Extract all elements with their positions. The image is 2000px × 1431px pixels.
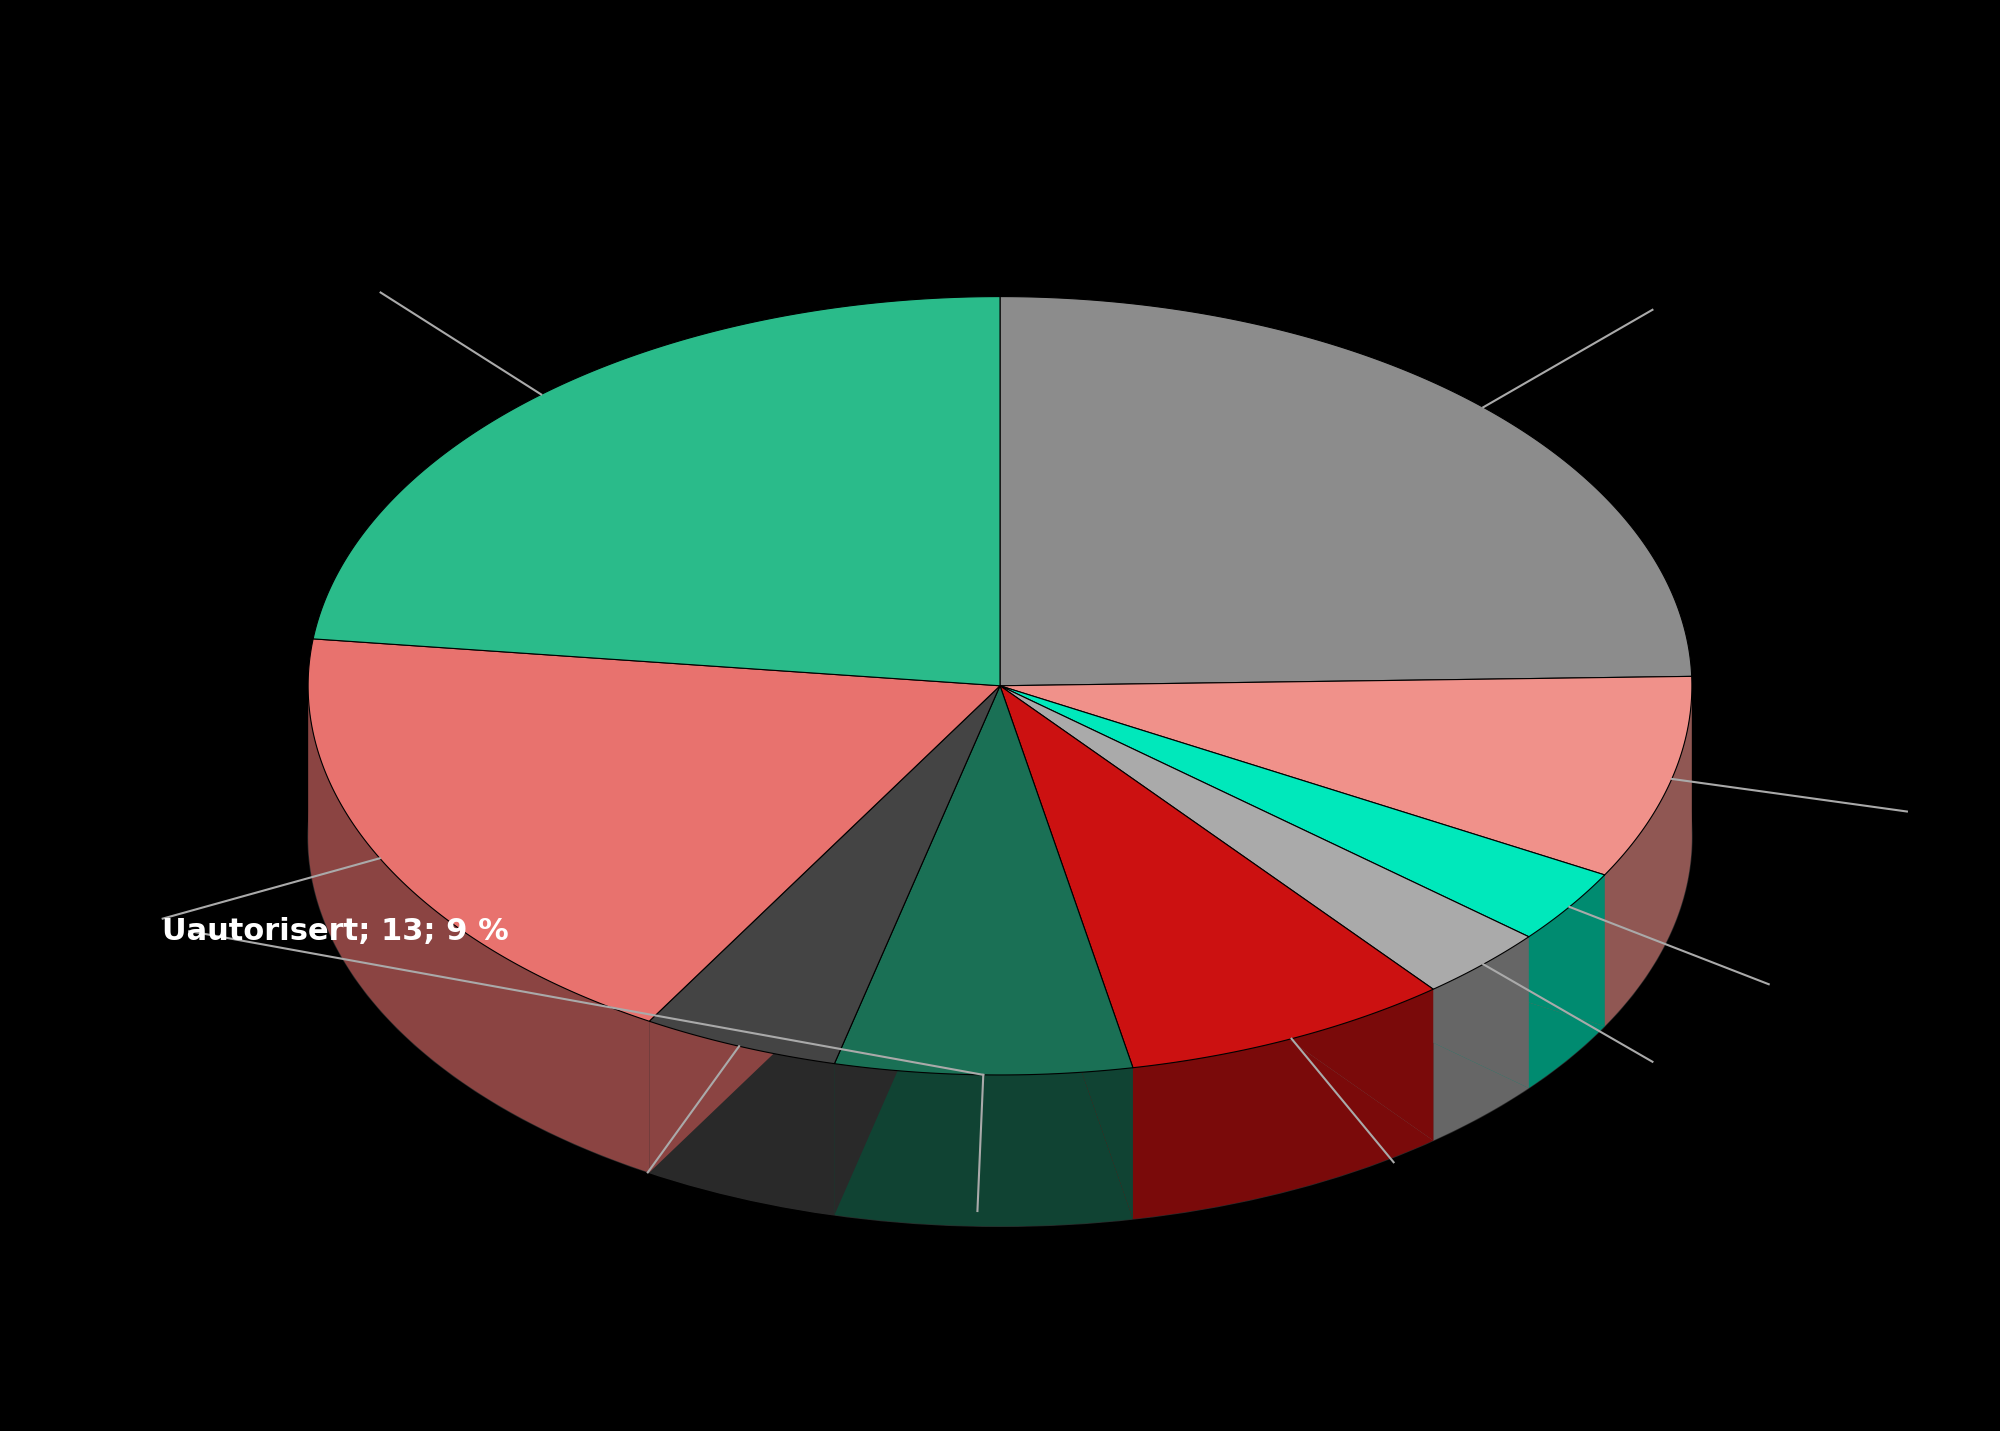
Polygon shape	[1000, 677, 1692, 874]
Polygon shape	[834, 685, 1132, 1075]
Polygon shape	[650, 1022, 834, 1215]
Polygon shape	[1000, 685, 1434, 1068]
Polygon shape	[834, 685, 1000, 1215]
Polygon shape	[650, 685, 1000, 1063]
Polygon shape	[1604, 681, 1692, 1026]
Polygon shape	[308, 681, 650, 1172]
Polygon shape	[1000, 296, 1692, 685]
Polygon shape	[1000, 685, 1132, 1219]
Ellipse shape	[308, 448, 1692, 1226]
Polygon shape	[1132, 989, 1434, 1219]
Polygon shape	[1000, 685, 1528, 1088]
Text: Uautorisert; 13; 9 %: Uautorisert; 13; 9 %	[162, 917, 508, 946]
Polygon shape	[1000, 685, 1528, 1088]
Polygon shape	[1000, 685, 1604, 1026]
Polygon shape	[650, 685, 1000, 1172]
Polygon shape	[1000, 685, 1528, 989]
Polygon shape	[1000, 685, 1604, 1026]
Polygon shape	[1528, 874, 1604, 1088]
Polygon shape	[834, 1063, 1132, 1226]
Polygon shape	[1434, 937, 1528, 1141]
Polygon shape	[1000, 685, 1434, 1141]
Polygon shape	[834, 685, 1000, 1215]
Polygon shape	[1000, 685, 1434, 1141]
Polygon shape	[308, 638, 1000, 1022]
Polygon shape	[650, 685, 1000, 1172]
Polygon shape	[1000, 685, 1132, 1219]
Polygon shape	[1000, 685, 1604, 937]
Polygon shape	[314, 296, 1000, 685]
